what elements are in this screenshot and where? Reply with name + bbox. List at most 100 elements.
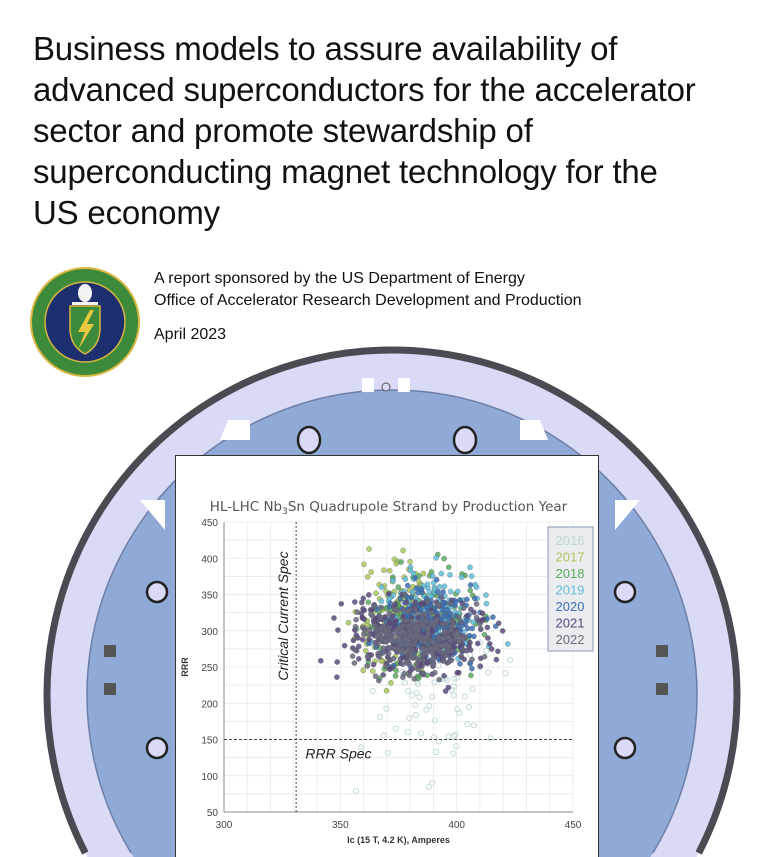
data-point-2016 [507, 656, 514, 664]
data-point-2016 [401, 679, 408, 686]
y-tick-label: 100 [201, 772, 218, 783]
data-point-2016 [429, 779, 436, 786]
data-point-2022 [413, 632, 420, 639]
data-point-2022 [402, 635, 409, 642]
magnet-yoke-edge [86, 389, 698, 854]
data-point-2022 [456, 638, 462, 645]
data-point-2020 [472, 595, 478, 602]
data-point-2022 [414, 610, 420, 617]
data-point-2022 [389, 637, 395, 644]
data-point-2022 [461, 605, 467, 611]
data-point-2016 [431, 679, 438, 686]
yoke-key [104, 683, 116, 695]
legend-entry-2017: 2017 [556, 550, 585, 565]
data-point-2016 [429, 693, 436, 700]
yoke-notch [140, 500, 165, 530]
title-line: superconducting magnet technology for th… [33, 153, 658, 190]
data-point-2022 [420, 670, 427, 677]
data-point-2022 [428, 609, 435, 616]
data-point-2019 [378, 598, 385, 604]
data-point-2022 [425, 625, 431, 632]
data-point-2021 [352, 599, 358, 605]
data-point-2021 [480, 616, 486, 623]
data-point-2022 [382, 663, 389, 669]
data-point-2021 [335, 627, 341, 633]
data-point-2022 [420, 657, 427, 663]
yoke-hole [613, 736, 637, 760]
data-point-2021 [459, 600, 466, 607]
data-point-2021 [495, 648, 501, 655]
data-point-2022 [394, 626, 400, 633]
data-point-2019 [455, 588, 461, 595]
data-point-2016 [483, 647, 490, 654]
data-point-2019 [424, 581, 431, 588]
data-point-2022 [424, 646, 430, 653]
data-point-2019 [468, 573, 475, 579]
data-point-2016 [454, 706, 461, 713]
data-point-2022 [445, 634, 452, 640]
data-point-2021 [403, 599, 410, 605]
title-line: sector and promote stewardship of [33, 112, 533, 149]
data-point-2019 [438, 570, 445, 577]
data-point-2016 [392, 725, 399, 732]
data-point-2016 [431, 717, 438, 724]
data-point-2022 [372, 673, 379, 679]
yoke-notch [398, 378, 410, 392]
data-point-2022 [410, 642, 417, 648]
data-point-2021 [454, 669, 460, 676]
data-point-2021 [467, 647, 474, 653]
data-point-2019 [470, 619, 477, 625]
y-tick-label: 400 [201, 554, 218, 565]
data-point-2020 [469, 665, 475, 672]
data-point-2021 [359, 599, 365, 606]
chart-title: HL-LHC Nb3Sn Quadrupole Strand by Produc… [210, 499, 568, 517]
yoke-hole [613, 580, 637, 604]
legend-entry-2016: 2016 [556, 533, 585, 548]
chart-panel: 300 350 400 450 50 100 150 200 250 300 350 400 450 HL… [175, 455, 599, 857]
data-point-2022 [449, 618, 455, 624]
data-point-2022 [428, 620, 434, 626]
data-point-2016 [443, 676, 451, 684]
data-point-2022 [409, 655, 416, 661]
data-point-2022 [442, 628, 448, 635]
report-date: April 2023 [154, 326, 227, 343]
yoke-notch [220, 420, 250, 440]
data-point-2017 [363, 648, 369, 654]
yoke-notch [615, 500, 640, 530]
data-point-2022 [415, 666, 421, 673]
data-point-2022 [373, 627, 379, 634]
data-point-2022 [436, 676, 443, 683]
data-point-2021 [418, 601, 424, 607]
data-point-2022 [447, 600, 453, 607]
data-point-2021 [387, 666, 393, 673]
data-point-2022 [406, 628, 413, 634]
data-point-2019 [390, 577, 396, 584]
data-point-2022 [366, 632, 372, 638]
data-point-2021 [412, 599, 419, 605]
data-point-2019 [458, 574, 465, 581]
data-point-2022 [403, 641, 409, 648]
data-point-2022 [420, 622, 426, 629]
data-point-2021 [468, 606, 474, 613]
data-point-2017 [400, 547, 406, 554]
data-point-2016 [451, 675, 458, 682]
magnet-outer-shell-edge [43, 346, 741, 855]
yoke-hole [381, 382, 391, 392]
data-point-2017 [407, 558, 413, 565]
data-point-2022 [430, 639, 436, 645]
data-point-2016 [464, 721, 471, 728]
x-axis-label: Ic (15 T, 4.2 K), Amperes [347, 835, 450, 845]
data-point-2021 [493, 656, 500, 663]
y-tick-label: 300 [201, 627, 218, 638]
data-point-2018 [468, 672, 474, 679]
data-point-2021 [484, 624, 491, 631]
data-point-2022 [408, 618, 415, 625]
data-point-2020 [412, 575, 418, 581]
data-point-2016 [435, 738, 442, 745]
yoke-hole [452, 425, 478, 455]
data-point-2016 [470, 722, 478, 729]
data-point-2022 [352, 647, 358, 653]
data-point-2019 [472, 581, 479, 588]
data-point-2021 [380, 672, 386, 678]
data-point-2016 [405, 687, 412, 694]
